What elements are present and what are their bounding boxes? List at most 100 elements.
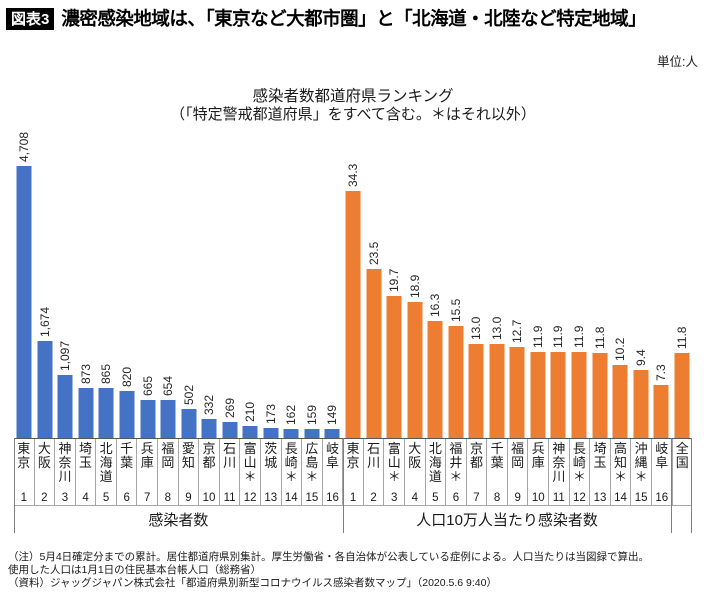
category-cell: 京都 7 — [467, 439, 488, 505]
category-rank: 12 — [573, 492, 586, 504]
bar — [140, 400, 156, 438]
bar-value-label: 11.8 — [592, 326, 607, 349]
category-cell: 千葉 8 — [487, 439, 508, 505]
bar-value-label: 19.7 — [387, 268, 402, 292]
category-cell: 富山＊ 3 — [384, 439, 405, 505]
category-cell: 京都 10 — [199, 439, 220, 505]
bar — [674, 353, 690, 438]
category-rank: 8 — [164, 492, 172, 504]
bar — [98, 388, 114, 438]
category-cell: 東京 1 — [343, 439, 364, 505]
category-rank: 2 — [370, 492, 377, 504]
bar-value-label: 269 — [222, 397, 237, 418]
bar — [181, 409, 197, 438]
unit-label: 単位:人 — [657, 55, 698, 69]
category-name: 岐阜 — [655, 441, 669, 470]
category-cell: 石川 2 — [364, 439, 385, 505]
category-cell: 兵庫 7 — [137, 439, 159, 505]
category-rank: 5 — [102, 492, 110, 504]
category-rank: 14 — [284, 492, 298, 504]
category-rank: 9 — [185, 492, 192, 504]
bar-value-label: 173 — [263, 403, 278, 424]
category-rank: 9 — [514, 492, 521, 504]
bar-value-label: 820 — [120, 366, 134, 387]
figure-title: 濃密感染地域は、「東京など大都市圏」と「北海道・北陸など特定地域」 — [61, 8, 647, 29]
category-rank: 4 — [411, 492, 418, 504]
bar-value-label: 11.9 — [530, 325, 545, 348]
category-rank: 7 — [473, 492, 480, 504]
category-cell: 岐阜 16 — [652, 439, 673, 505]
category-cell: 神奈川 3 — [55, 439, 76, 505]
bar-value-label: 11.9 — [571, 325, 586, 348]
bar-value-label: 11.9 — [551, 325, 566, 348]
category-cell: 長崎＊ 12 — [570, 439, 591, 505]
category-name: 福岡 — [161, 441, 175, 470]
category-cell: 沖縄＊ 15 — [631, 439, 652, 505]
category-cell: 兵庫 10 — [528, 439, 550, 505]
footnotes: （注）5月4日確定分までの累計。居住都道府県別集計。厚生労働省・各自治体が公表し… — [8, 551, 704, 590]
bar-value-label: 1,674 — [37, 306, 52, 337]
category-rank: 5 — [432, 492, 439, 504]
bar — [509, 347, 525, 438]
category-cells: 東京 1 大阪 2 神奈川 3 埼玉 4 北海道 5 千葉 6 兵庫 7 福岡 8 愛知 9 京都 10 石川 11 富山＊… — [14, 438, 692, 506]
category-rank: 16 — [655, 492, 669, 504]
category-rank: 1 — [349, 492, 357, 504]
bar-value-label: 162 — [284, 404, 299, 425]
figure-tag: 図表3 — [6, 8, 55, 30]
bar — [345, 191, 361, 438]
category-name: 広島＊ — [305, 441, 319, 484]
category-rank: 2 — [41, 492, 48, 504]
category-rank: 1 — [20, 492, 27, 504]
category-rank: 13 — [593, 492, 607, 504]
category-axis: 東京 1 大阪 2 神奈川 3 埼玉 4 北海道 5 千葉 6 兵庫 7 福岡 8 愛知 9 京都 10 石川 11 富山＊… — [14, 438, 692, 533]
axis-boundary-national — [671, 438, 673, 533]
footnote-line-1: （注）5月4日確定分までの累計。居住都道府県別集計。厚生労働省・各自治体が公表し… — [8, 551, 650, 563]
category-cell: 福岡 9 — [508, 439, 529, 505]
bar-value-label: 865 — [99, 363, 114, 384]
axis-boundary-between-groups — [342, 438, 344, 533]
category-name: 富山＊ — [243, 441, 257, 484]
bar — [653, 385, 669, 438]
bar — [78, 388, 94, 438]
category-name: 埼玉 — [593, 441, 607, 470]
bar-value-label: 18.9 — [407, 274, 422, 298]
bar — [16, 166, 32, 438]
category-cell: 北海道 5 — [426, 439, 447, 505]
category-name: 千葉 — [120, 441, 134, 470]
bar-value-label: 10.2 — [613, 337, 628, 361]
plot-area: 4,708 1,674 1,097 873 865 820 665 654 502 332 269 2… — [14, 122, 692, 438]
bar — [592, 353, 608, 438]
category-cell: 福井＊ 6 — [446, 439, 467, 505]
category-name: 大阪 — [37, 441, 51, 470]
category-name: 長崎＊ — [284, 441, 298, 484]
category-name: 北海道 — [99, 441, 113, 484]
bar — [386, 296, 402, 438]
bar-value-label: 210 — [243, 401, 258, 422]
bar — [612, 365, 628, 438]
category-name: 大阪 — [408, 441, 422, 470]
bar-value-label: 149 — [325, 404, 340, 425]
category-cell: 高知＊ 14 — [611, 439, 632, 505]
category-rank: 13 — [264, 492, 278, 504]
bar — [263, 428, 279, 438]
bar — [304, 429, 320, 438]
category-cell: 愛知 9 — [179, 439, 200, 505]
category-name: 神奈川 — [58, 441, 72, 484]
category-name: 兵庫 — [140, 441, 154, 470]
category-cell: 東京 1 — [14, 439, 35, 505]
category-rank: 3 — [61, 492, 69, 504]
category-cell: 北海道 5 — [96, 439, 117, 505]
bar-value-label: 665 — [140, 375, 155, 396]
bar-value-label: 16.3 — [428, 293, 443, 317]
bar — [366, 269, 382, 438]
category-name: 埼玉 — [79, 441, 93, 470]
category-name: 沖縄＊ — [634, 441, 648, 484]
bar — [468, 344, 484, 438]
category-name: 富山＊ — [387, 441, 401, 484]
category-rank: 11 — [552, 492, 565, 504]
bar-value-label: 873 — [78, 363, 93, 384]
category-rank: 3 — [390, 492, 398, 504]
category-cell: 茨城 13 — [261, 439, 282, 505]
bar — [283, 429, 299, 438]
